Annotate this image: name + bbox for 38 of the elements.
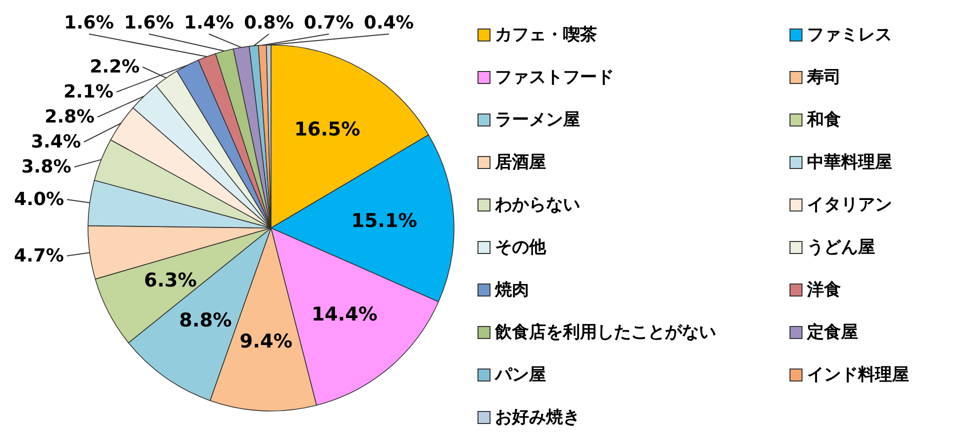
legend-label: 定食屋 (806, 322, 858, 342)
data-label: 8.8% (179, 310, 232, 332)
data-label: 14.4% (311, 304, 378, 326)
legend-label: その他 (495, 238, 547, 258)
legend-label: 飲食店を利用したことがない (494, 322, 716, 342)
legend-label: ファミレス (807, 25, 892, 45)
legend-label: インド料理屋 (807, 365, 909, 385)
legend-label: ラーメン屋 (495, 110, 580, 130)
data-label: 1.6% (124, 12, 174, 34)
legend-label: うどん屋 (807, 238, 875, 258)
data-label: 16.5% (294, 118, 360, 140)
legend-label: 寿司 (806, 68, 841, 88)
legend-label: ファストフード (495, 68, 614, 88)
data-label: 9.4% (240, 330, 292, 352)
data-label: 0.8% (244, 12, 294, 34)
data-label: 4.7% (14, 245, 64, 266)
data-label: 15.1% (351, 210, 418, 232)
data-label: 0.7% (304, 12, 354, 34)
data-label: 3.8% (21, 156, 72, 178)
legend-label: 焼肉 (494, 280, 529, 300)
data-label: 2.2% (90, 56, 140, 78)
legend-label: 和食 (806, 110, 841, 130)
legend-label: カフェ・喫茶 (495, 25, 597, 45)
data-label: 2.1% (64, 82, 114, 102)
data-label: 4.0% (14, 188, 64, 210)
data-label: 2.8% (44, 106, 95, 128)
data-label: 6.3% (144, 269, 197, 292)
legend-label: お好み焼き (495, 408, 580, 428)
data-label: 1.6% (64, 12, 114, 34)
data-label: 3.4% (30, 132, 81, 152)
legend-label: わからない (494, 195, 580, 215)
legend-label: 居酒屋 (494, 152, 546, 172)
legend-label: 洋食 (806, 280, 841, 300)
data-label: 1.4% (184, 12, 234, 34)
data-label: 0.4% (364, 12, 414, 34)
legend-label: 中華料理屋 (807, 152, 892, 172)
legend-label: イタリアン (807, 195, 892, 215)
legend-label: パン屋 (494, 365, 546, 385)
